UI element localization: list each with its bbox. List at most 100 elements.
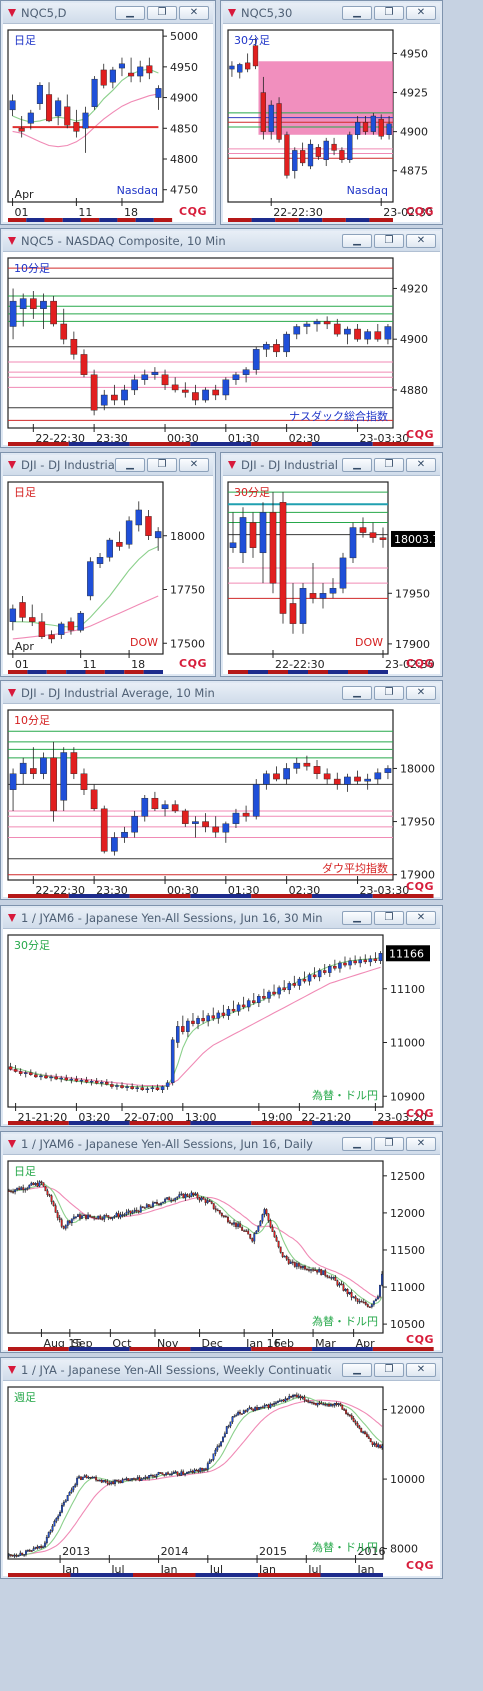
close-button[interactable]: ✕ (406, 234, 436, 248)
minimize-button[interactable]: ▁ (342, 686, 372, 700)
chart-window-jpy-30min[interactable]: 1 / JYAM6 - Japanese Yen-All Sessions, J… (0, 905, 443, 1127)
restore-button[interactable]: ❐ (374, 911, 404, 925)
close-button[interactable]: ✕ (179, 6, 209, 20)
candle-body (34, 1074, 38, 1078)
chart-window-jpy-weekly[interactable]: 1 / JYA - Japanese Yen-All Sessions, Wee… (0, 1357, 443, 1579)
restore-button[interactable]: ❐ (374, 1363, 404, 1377)
candle-body (76, 1477, 79, 1485)
close-button[interactable]: ✕ (406, 686, 436, 700)
chart-area[interactable]: 4950 4925 4900 4875 22-22:30 23-02:30 30分足 Nasd… (223, 25, 442, 223)
candle (374, 1298, 377, 1302)
candle-body (208, 1460, 211, 1464)
session-strip (8, 1347, 69, 1351)
chart-window-nasdaq-10min[interactable]: NQC5 - NASDAQ Composite, 10 Min ▁ ❐ ✕ 49… (0, 228, 443, 448)
candle-body (132, 1478, 135, 1480)
candle-body (364, 778, 372, 782)
candle-body (252, 1000, 256, 1003)
minimize-button[interactable]: ▁ (342, 1137, 372, 1151)
window-titlebar[interactable]: 1 / JYAM6 - Japanese Yen-All Sessions, J… (3, 908, 440, 929)
candle-body (70, 1218, 73, 1224)
candle (316, 1269, 319, 1275)
restore-button[interactable]: ❐ (374, 686, 404, 700)
close-button[interactable]: ✕ (406, 6, 436, 20)
candle-body (55, 1518, 58, 1522)
candle (38, 1180, 41, 1188)
window-titlebar[interactable]: DJI - DJ Industrial ... ▁ ❐ ✕ (223, 455, 440, 476)
close-button[interactable]: ✕ (406, 911, 436, 925)
candle (182, 1469, 185, 1476)
window-titlebar[interactable]: NQC5,30 ▁ ❐ ✕ (223, 3, 440, 24)
chart-area[interactable]: 11100 11000 10900 11166 21-21:20 03:20 22-07:0… (3, 930, 442, 1126)
candle (231, 1000, 236, 1013)
candle-body (379, 537, 387, 540)
minimize-button[interactable]: ▁ (342, 458, 372, 472)
x-tick-label: 11 (78, 206, 92, 219)
close-button[interactable]: ✕ (406, 1137, 436, 1151)
chart-window-dji-30min[interactable]: DJI - DJ Industrial ... ▁ ❐ ✕ 17950 17900… (220, 452, 443, 677)
close-button[interactable]: ✕ (406, 458, 436, 472)
candle-body (197, 1470, 200, 1472)
minimize-button[interactable]: ▁ (342, 911, 372, 925)
candle (253, 1232, 256, 1245)
window-titlebar[interactable]: DJI - DJ Industrial ... ▁ ❐ ✕ (3, 455, 213, 476)
candle (273, 1401, 276, 1407)
restore-button[interactable]: ❐ (374, 458, 404, 472)
close-button[interactable]: ✕ (406, 1363, 436, 1377)
minimize-button[interactable]: ▁ (342, 234, 372, 248)
candle-body (198, 1197, 201, 1201)
candle (160, 1201, 162, 1207)
close-button[interactable]: ✕ (179, 458, 209, 472)
minimize-button[interactable]: ▁ (115, 458, 145, 472)
chart-window-nqc5-30min[interactable]: NQC5,30 ▁ ❐ ✕ 4950 4925 4900 4875 22-22:30 23… (220, 0, 443, 225)
chart-window-jpy-daily[interactable]: 1 / JYAM6 - Japanese Yen-All Sessions, J… (0, 1131, 443, 1353)
chart-area[interactable]: 4920 4900 4880 22-22:30 23:30 00:30 01:30 02:30… (3, 253, 442, 447)
candle-body (174, 1471, 177, 1473)
candle (55, 97, 62, 126)
candle-body (202, 821, 209, 828)
restore-button[interactable]: ❐ (374, 6, 404, 20)
window-title: DJI - DJ Industrial ... (21, 458, 121, 472)
chart-area[interactable]: 18000 17750 17500 01 11 18 Apr 日足 DOW (3, 477, 215, 675)
restore-button[interactable]: ❐ (374, 1137, 404, 1151)
candle-body (121, 831, 128, 838)
candle-body (310, 1269, 312, 1271)
candle (93, 1215, 96, 1221)
minimize-button[interactable]: ▁ (342, 1363, 372, 1377)
candle-body (333, 965, 337, 969)
chart-area[interactable]: 12000 10000 8000 Jan Jul Jan Jul Jan Jul Jan 2013 2… (3, 1382, 442, 1578)
candle (326, 1403, 329, 1407)
candle (99, 1214, 102, 1220)
window-titlebar[interactable]: NQC5 - NASDAQ Composite, 10 Min ▁ ❐ ✕ (3, 231, 440, 252)
chart-area[interactable]: 5000 4950 4900 4850 4800 4750 01 11 18 Apr 日足 Nasda… (3, 25, 215, 223)
chart-window-nqc5-daily[interactable]: NQC5,D ▁ ❐ ✕ 5000 4950 4900 4850 4800 4750 01 1… (0, 0, 216, 225)
candle (161, 800, 169, 817)
window-titlebar[interactable]: NQC5,D ▁ ❐ ✕ (3, 3, 213, 24)
candle-body (273, 344, 280, 353)
window-titlebar[interactable]: 1 / JYAM6 - Japanese Yen-All Sessions, J… (3, 1134, 440, 1155)
candle-body (44, 1185, 47, 1192)
minimize-button[interactable]: ▁ (342, 6, 372, 20)
candle-body (278, 1400, 281, 1402)
window-titlebar[interactable]: 1 / JYA - Japanese Yen-All Sessions, Wee… (3, 1360, 440, 1381)
candle (111, 832, 118, 856)
candle-body (253, 1233, 256, 1242)
candle (80, 349, 88, 378)
candle (277, 985, 281, 999)
restore-button[interactable]: ❐ (147, 458, 177, 472)
session-strip (80, 218, 100, 222)
candle-body (102, 1480, 105, 1483)
restore-button[interactable]: ❐ (374, 234, 404, 248)
restore-button[interactable]: ❐ (147, 6, 177, 20)
chart-area[interactable]: 18000 17950 17900 22-22:30 23:30 00:30 01:30 02… (3, 705, 442, 899)
candle (125, 1209, 128, 1217)
candle-body (170, 1199, 173, 1202)
chart-window-dji-daily[interactable]: DJI - DJ Industrial ... ▁ ❐ ✕ 18000 17750… (0, 452, 216, 677)
candle (229, 61, 235, 77)
session-strip (8, 894, 69, 898)
chart-area[interactable]: 17950 17900 18003.7 22-22:30 23-02:30 30分足 DOW (223, 477, 442, 675)
minimize-button[interactable]: ▁ (115, 6, 145, 20)
chart-window-dji-10min[interactable]: DJI - DJ Industrial Average, 10 Min ▁ ❐ … (0, 680, 443, 900)
candle (159, 1472, 162, 1474)
window-titlebar[interactable]: DJI - DJ Industrial Average, 10 Min ▁ ❐ … (3, 683, 440, 704)
